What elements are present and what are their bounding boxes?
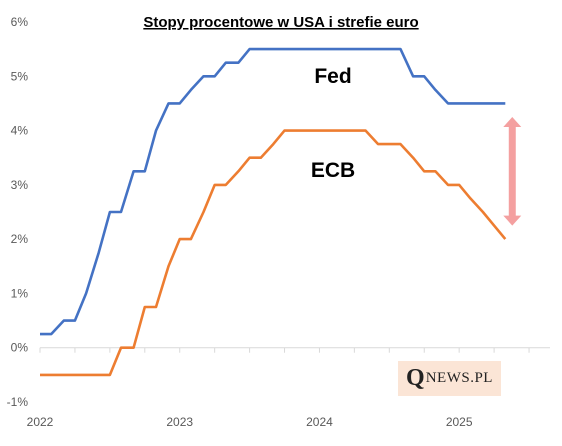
y-tick-label: 1% [11, 286, 29, 300]
chart-title: Stopy procentowe w USA i strefie euro [143, 14, 418, 31]
x-axis: 2022 2023 2024 2025 [27, 347, 550, 429]
ecb-label: ECB [311, 159, 355, 182]
y-tick-label: 5% [11, 69, 29, 83]
logo-text: NEWS.PL [425, 370, 493, 386]
logo-q: Q [406, 365, 425, 391]
x-tick-label: 2022 [27, 415, 54, 429]
fed-label: Fed [314, 65, 351, 88]
x-tick-label: 2025 [446, 415, 473, 429]
series-lines [40, 47, 507, 377]
y-axis: 6% 5% 4% 3% 2% 1% 0% -1% [7, 15, 29, 409]
x-tick-label: 2023 [166, 415, 193, 429]
gap-arrow [503, 117, 522, 226]
qnews-logo: Q NEWS.PL [398, 361, 501, 396]
y-tick-label: 3% [11, 178, 29, 192]
x-tick-label: 2024 [306, 415, 333, 429]
series-line-fed [40, 47, 506, 336]
y-tick-label: 2% [11, 232, 29, 246]
y-tick-label: 6% [11, 15, 29, 29]
gap-arrow-shape [503, 117, 522, 226]
series-line-ecb [40, 129, 507, 377]
y-tick-label: 0% [11, 341, 29, 355]
y-tick-label: 4% [11, 124, 29, 138]
y-tick-label: -1% [7, 395, 29, 409]
